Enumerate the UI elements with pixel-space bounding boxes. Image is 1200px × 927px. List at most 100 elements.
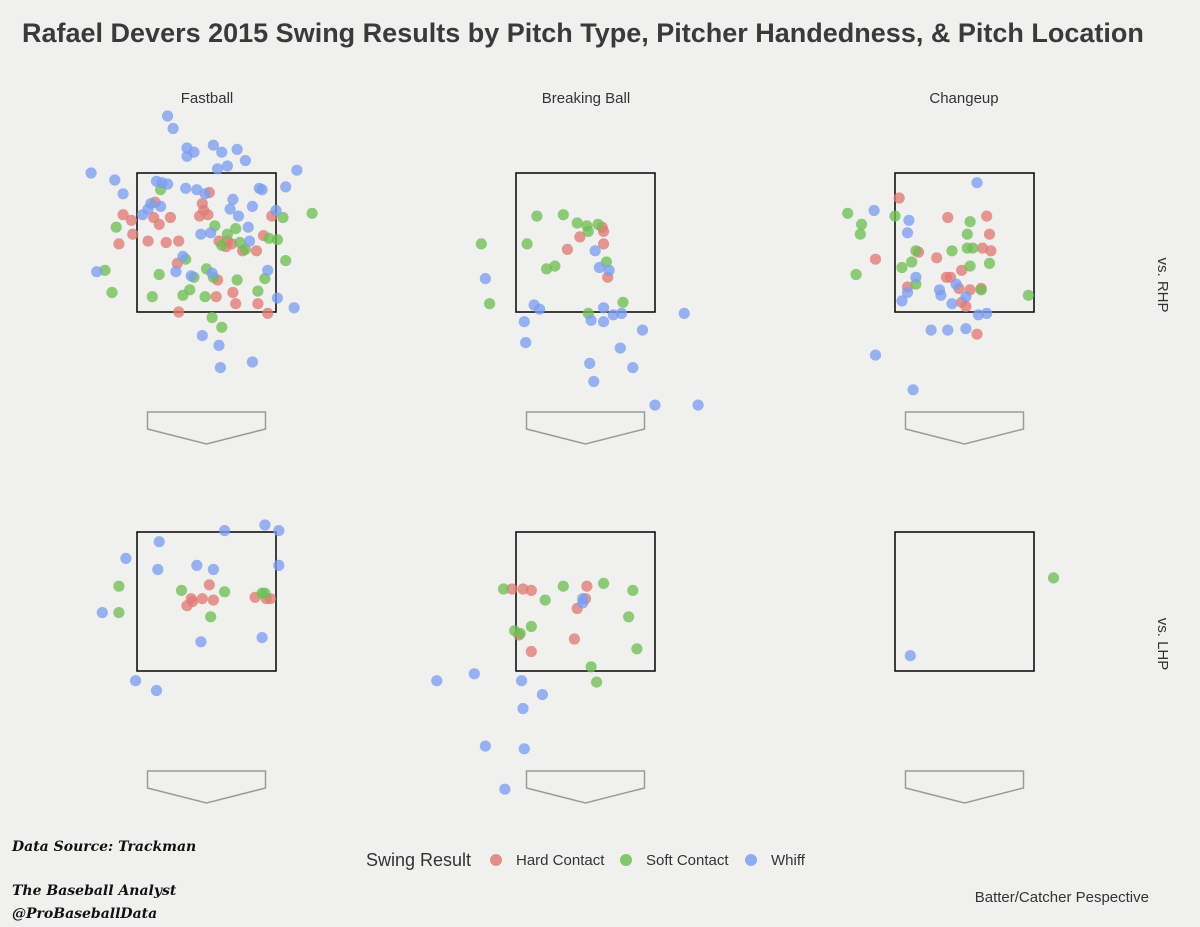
pitch-point-soft-contact — [961, 228, 973, 240]
pitch-point-soft-contact — [199, 291, 211, 303]
pitch-point-soft-contact — [475, 238, 487, 250]
pitch-point-whiff — [598, 302, 610, 314]
pitch-point-soft-contact — [306, 207, 318, 219]
pitch-point-whiff — [981, 307, 993, 319]
pitch-point-soft-contact — [484, 298, 496, 310]
pitch-point-soft-contact — [205, 611, 217, 623]
pitch-point-soft-contact — [842, 207, 854, 219]
pitch-point-soft-contact — [549, 260, 561, 272]
strike-zone-vs-rhp-breaking-ball — [515, 172, 656, 313]
strike-zone-vs-lhp-fastball — [136, 531, 277, 672]
pitch-point-whiff — [627, 362, 639, 374]
pitch-point-soft-contact — [1047, 572, 1060, 584]
pitch-point-whiff — [120, 552, 132, 565]
pitch-point-soft-contact — [967, 242, 979, 254]
pitch-point-whiff — [256, 184, 268, 196]
pitch-point-soft-contact — [964, 216, 976, 228]
pitch-point-hard-contact — [977, 242, 989, 254]
pitch-point-whiff — [868, 204, 880, 217]
pitch-point-whiff — [950, 278, 962, 290]
pitch-point-hard-contact — [173, 306, 185, 318]
pitch-point-whiff — [219, 525, 231, 537]
strike-zone-vs-lhp-changeup — [894, 531, 1035, 672]
home-plate-vs-rhp-fastball — [146, 411, 267, 445]
pitch-point-soft-contact — [206, 312, 218, 324]
pitch-point-soft-contact — [231, 274, 243, 286]
pitch-point-hard-contact — [230, 298, 242, 310]
pitch-point-soft-contact — [153, 268, 165, 281]
pitch-point-hard-contact — [117, 209, 129, 221]
pitch-point-whiff — [593, 261, 606, 274]
pitch-point-whiff — [246, 200, 258, 212]
pitch-point-hard-contact — [196, 593, 208, 605]
pitch-point-whiff — [960, 291, 972, 303]
pitch-point-whiff — [96, 607, 108, 619]
pitch-point-whiff — [195, 228, 207, 240]
pitch-point-whiff — [273, 525, 285, 537]
pitch-point-hard-contact — [207, 594, 219, 606]
pitch-point-soft-contact — [627, 584, 639, 597]
chart-title: Rafael Devers 2015 Swing Results by Pitc… — [22, 18, 1144, 48]
pitch-point-whiff — [616, 307, 628, 319]
pitch-point-whiff — [256, 632, 268, 644]
pitch-point-soft-contact — [856, 218, 868, 230]
pitch-point-whiff — [925, 324, 937, 336]
pitch-point-whiff — [588, 375, 600, 388]
pitch-point-soft-contact — [983, 257, 996, 269]
pitch-point-soft-contact — [531, 210, 543, 222]
pitch-point-soft-contact — [230, 223, 242, 235]
pitch-point-soft-contact — [259, 587, 271, 599]
pitch-point-whiff — [904, 650, 916, 662]
pitch-point-hard-contact — [252, 298, 264, 310]
pitch-point-soft-contact — [219, 586, 231, 598]
pitch-point-whiff — [585, 314, 597, 326]
pitch-point-whiff — [971, 177, 983, 189]
legend-title: Swing Result — [366, 850, 471, 870]
legend-swatch-hard-contact — [490, 854, 502, 866]
pitch-point-soft-contact — [946, 245, 958, 257]
pitch-point-soft-contact — [557, 580, 569, 592]
pitch-point-soft-contact — [175, 584, 188, 597]
pitch-point-whiff — [196, 330, 208, 342]
pitch-point-hard-contact — [262, 307, 274, 319]
pitch-point-whiff — [946, 298, 958, 310]
pitch-point-whiff — [232, 210, 245, 222]
pitch-point-hard-contact — [581, 580, 593, 592]
pitch-point-soft-contact — [581, 220, 593, 232]
pitch-point-hard-contact — [971, 328, 983, 340]
pitch-point-whiff — [213, 339, 225, 351]
pitch-point-soft-contact — [146, 291, 158, 303]
pitch-point-hard-contact — [506, 583, 518, 595]
pitch-point-whiff — [191, 184, 203, 196]
pitch-point-hard-contact — [525, 584, 537, 597]
pitch-point-whiff — [479, 740, 491, 752]
pitch-point-hard-contact — [568, 633, 581, 645]
pitch-point-whiff — [155, 200, 167, 212]
pitch-point-whiff — [177, 250, 189, 262]
pitch-point-whiff — [972, 309, 985, 321]
home-plate-vs-rhp-breaking-ball — [525, 411, 646, 445]
pitch-point-whiff — [185, 270, 197, 282]
data-source-note: Data Source: Trackman — [11, 839, 196, 855]
pitch-point-hard-contact — [942, 211, 954, 224]
legend-label-hard-contact: Hard Contact — [516, 852, 605, 869]
pitch-point-soft-contact — [271, 234, 283, 246]
pitch-point-whiff — [205, 227, 217, 239]
pitch-point-whiff — [291, 164, 303, 176]
pitch-point-soft-contact — [239, 243, 251, 255]
pitch-point-whiff — [85, 167, 97, 179]
perspective-note: Batter/Catcher Pespective — [975, 889, 1149, 906]
pitch-point-soft-contact — [521, 238, 533, 250]
pitch-point-soft-contact — [889, 210, 901, 222]
pitch-point-whiff — [170, 266, 182, 278]
pitch-point-whiff — [242, 221, 254, 233]
pitch-point-whiff — [869, 349, 882, 361]
credit-line-2: @ProBaseballData — [12, 906, 157, 922]
pitch-point-whiff — [589, 245, 601, 257]
pitch-point-whiff — [162, 110, 174, 122]
pitch-point-whiff — [636, 324, 649, 336]
pitch-point-whiff — [191, 559, 203, 572]
pitch-point-hard-contact — [931, 252, 943, 264]
pitch-point-hard-contact — [173, 235, 185, 247]
pitch-point-soft-contact — [598, 577, 610, 590]
